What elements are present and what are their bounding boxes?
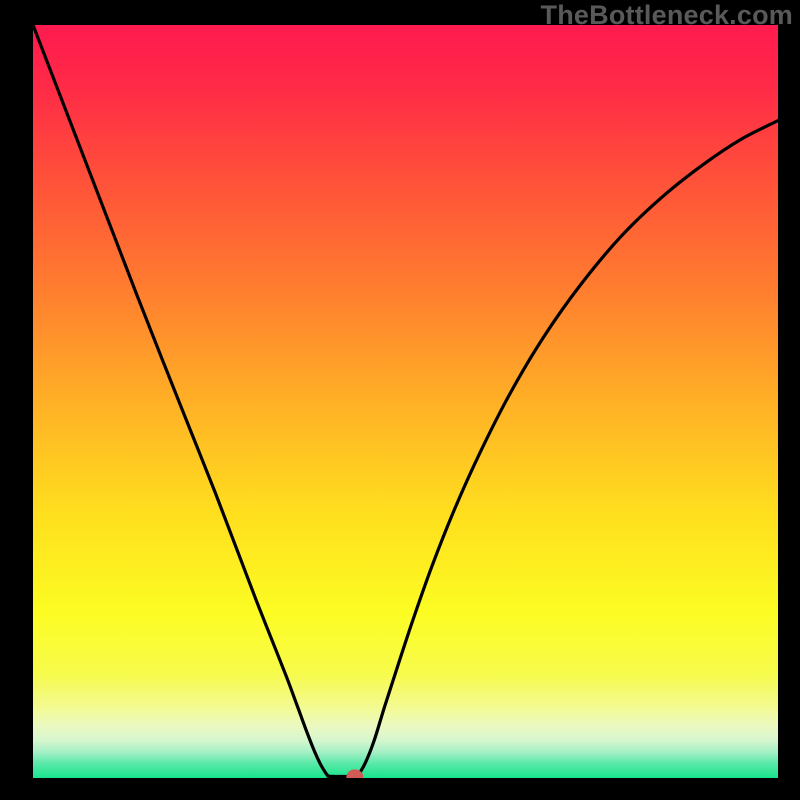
frame-border-left bbox=[0, 0, 33, 800]
bottleneck-chart bbox=[0, 0, 800, 800]
frame-border-bottom bbox=[0, 778, 800, 800]
watermark-text: TheBottleneck.com bbox=[541, 0, 793, 31]
gradient-background bbox=[33, 25, 778, 778]
frame-border-right bbox=[778, 0, 800, 800]
